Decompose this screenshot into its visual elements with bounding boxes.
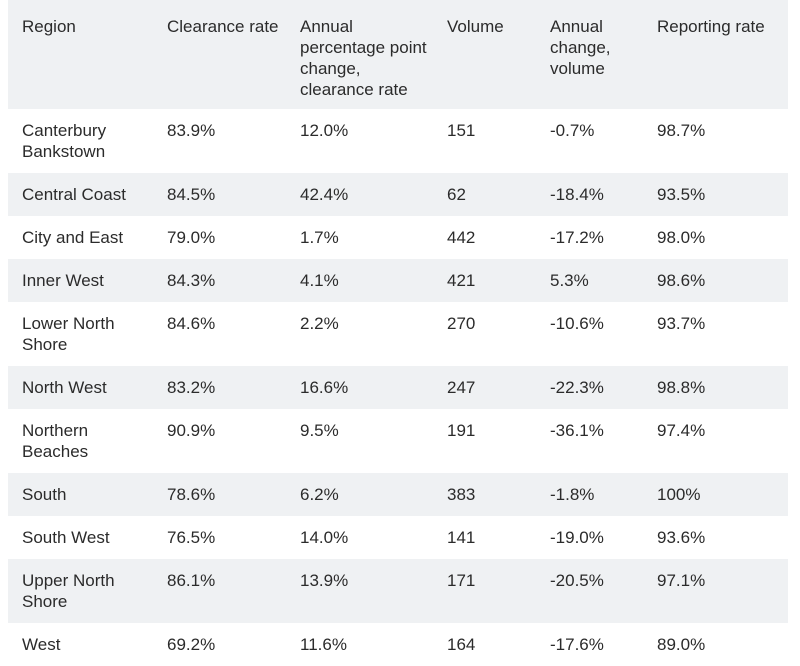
cell-annual-pp-change: 4.1%	[300, 271, 339, 290]
cell-volume: 442	[447, 228, 476, 247]
cell-annual-pp-change: 12.0%	[300, 121, 349, 140]
cell-reporting-rate: 93.5%	[657, 185, 706, 204]
cell-region: Canterbury Bankstown	[22, 121, 107, 161]
cell-clearance-rate: 84.5%	[167, 185, 216, 204]
cell-annual-pp-change: 42.4%	[300, 185, 349, 204]
table-row: Upper North Shore 86.1% 13.9% 171 -20.5%…	[8, 559, 788, 623]
table-row: Lower North Shore 84.6% 2.2% 270 -10.6% …	[8, 302, 788, 366]
cell-annual-change-volume: -1.8%	[550, 485, 595, 504]
cell-clearance-rate: 84.6%	[167, 314, 216, 333]
cell-clearance-rate: 76.5%	[167, 528, 216, 547]
cell-reporting-rate: 89.0%	[657, 635, 706, 654]
cell-region: North West	[22, 378, 107, 397]
cell-annual-change-volume: -19.0%	[550, 528, 604, 547]
cell-region: Lower North Shore	[22, 314, 115, 354]
table-header-row: Region Clearance rate Annual percentage …	[8, 0, 788, 109]
cell-annual-change-volume: -20.5%	[550, 571, 604, 590]
table-row: City and East 79.0% 1.7% 442 -17.2% 98.0…	[8, 216, 788, 259]
cell-annual-change-volume: -17.6%	[550, 635, 604, 654]
clearance-table: Region Clearance rate Annual percentage …	[8, 0, 788, 666]
cell-clearance-rate: 83.2%	[167, 378, 216, 397]
table-row: Canterbury Bankstown 83.9% 12.0% 151 -0.…	[8, 109, 788, 173]
cell-volume: 171	[447, 571, 476, 590]
cell-reporting-rate: 98.6%	[657, 271, 706, 290]
cell-reporting-rate: 93.7%	[657, 314, 706, 333]
cell-reporting-rate: 97.1%	[657, 571, 706, 590]
cell-volume: 247	[447, 378, 476, 397]
cell-volume: 421	[447, 271, 476, 290]
table-row: South 78.6% 6.2% 383 -1.8% 100%	[8, 473, 788, 516]
cell-clearance-rate: 79.0%	[167, 228, 216, 247]
cell-region: Upper North Shore	[22, 571, 115, 611]
cell-clearance-rate: 84.3%	[167, 271, 216, 290]
cell-volume: 62	[447, 185, 466, 204]
cell-volume: 383	[447, 485, 476, 504]
table-row: Inner West 84.3% 4.1% 421 5.3% 98.6%	[8, 259, 788, 302]
cell-region: City and East	[22, 228, 124, 247]
cell-annual-change-volume: -17.2%	[550, 228, 604, 247]
cell-volume: 151	[447, 121, 476, 140]
header-reporting-rate: Reporting rate	[657, 17, 765, 36]
table-row: North West 83.2% 16.6% 247 -22.3% 98.8%	[8, 366, 788, 409]
header-annual-change-volume: Annual change, volume	[550, 17, 611, 78]
cell-annual-pp-change: 9.5%	[300, 421, 339, 440]
cell-annual-change-volume: -22.3%	[550, 378, 604, 397]
table-row: Northern Beaches 90.9% 9.5% 191 -36.1% 9…	[8, 409, 788, 473]
cell-reporting-rate: 98.8%	[657, 378, 706, 397]
cell-region: South West	[22, 528, 110, 547]
cell-annual-change-volume: -36.1%	[550, 421, 604, 440]
cell-annual-change-volume: 5.3%	[550, 271, 589, 290]
cell-annual-pp-change: 2.2%	[300, 314, 339, 333]
cell-reporting-rate: 97.4%	[657, 421, 706, 440]
header-volume: Volume	[447, 17, 504, 36]
cell-annual-pp-change: 13.9%	[300, 571, 349, 590]
cell-clearance-rate: 90.9%	[167, 421, 216, 440]
cell-region: Northern Beaches	[22, 421, 89, 461]
cell-clearance-rate: 78.6%	[167, 485, 216, 504]
header-annual-pp-change: Annual percentage point change, clearanc…	[300, 17, 427, 99]
cell-annual-pp-change: 6.2%	[300, 485, 339, 504]
cell-annual-pp-change: 16.6%	[300, 378, 349, 397]
table-row: West 69.2% 11.6% 164 -17.6% 89.0%	[8, 623, 788, 666]
cell-volume: 270	[447, 314, 476, 333]
cell-reporting-rate: 98.0%	[657, 228, 706, 247]
header-region: Region	[22, 17, 76, 36]
cell-clearance-rate: 86.1%	[167, 571, 216, 590]
cell-region: West	[22, 635, 61, 654]
cell-annual-change-volume: -0.7%	[550, 121, 595, 140]
cell-reporting-rate: 100%	[657, 485, 701, 504]
header-clearance-rate: Clearance rate	[167, 17, 279, 36]
cell-clearance-rate: 69.2%	[167, 635, 216, 654]
cell-annual-pp-change: 14.0%	[300, 528, 349, 547]
cell-region: South	[22, 485, 67, 504]
table-row: Central Coast 84.5% 42.4% 62 -18.4% 93.5…	[8, 173, 788, 216]
cell-region: Central Coast	[22, 185, 126, 204]
cell-volume: 164	[447, 635, 476, 654]
cell-region: Inner West	[22, 271, 104, 290]
cell-annual-change-volume: -18.4%	[550, 185, 604, 204]
table-row: South West 76.5% 14.0% 141 -19.0% 93.6%	[8, 516, 788, 559]
cell-volume: 141	[447, 528, 476, 547]
cell-reporting-rate: 93.6%	[657, 528, 706, 547]
cell-volume: 191	[447, 421, 476, 440]
cell-clearance-rate: 83.9%	[167, 121, 216, 140]
cell-annual-change-volume: -10.6%	[550, 314, 604, 333]
cell-annual-pp-change: 11.6%	[300, 635, 347, 654]
cell-reporting-rate: 98.7%	[657, 121, 706, 140]
cell-annual-pp-change: 1.7%	[300, 228, 339, 247]
